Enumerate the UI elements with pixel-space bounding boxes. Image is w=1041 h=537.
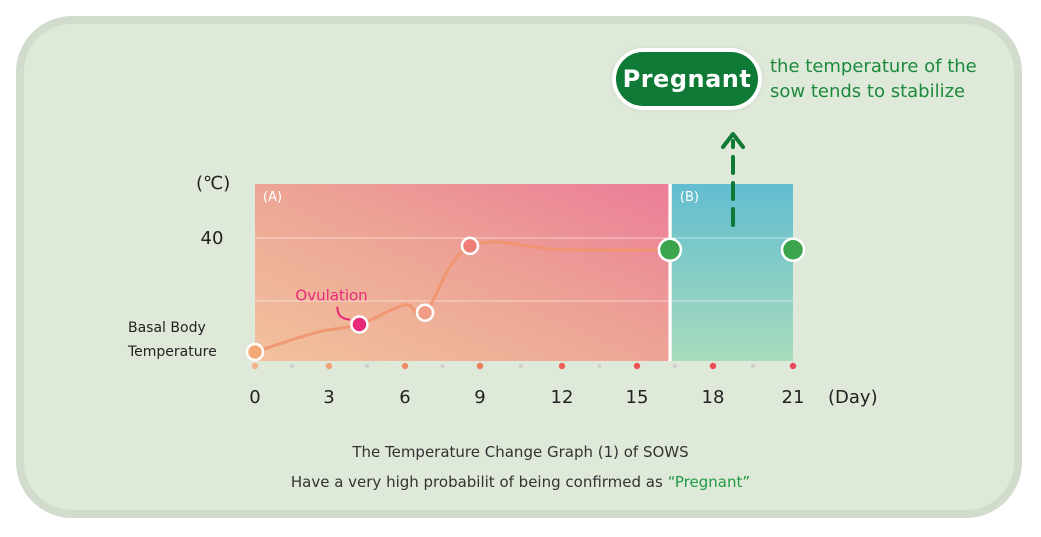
arrow-up-icon [721,132,745,149]
axis-dot [558,362,566,370]
axis-dot [789,362,797,370]
x-tick-label: 18 [702,387,725,408]
axis-dot [440,363,445,369]
data-point [245,342,265,362]
axis-dot [597,363,602,369]
axis-dot [518,363,524,369]
chart-subtitle-highlight: “Pregnant” [667,473,751,491]
chart-subtitle-text: Have a very high probabilit of being con… [290,473,668,491]
axis-dot [289,363,295,369]
chart-subtitle: Have a very high probabilit of being con… [0,473,1041,491]
pregnant-badge-label: Pregnant [616,52,758,106]
axis-dot [364,363,370,369]
y-start-label-line-2: Temperature [127,344,217,360]
x-tick-label: 3 [323,387,334,408]
x-tick-label: 12 [551,387,574,408]
region-a-label: (A) [263,190,282,205]
x-tick-label: 9 [474,387,485,408]
axis-dot [750,363,756,369]
axis-dot [709,362,717,370]
ovulation-label: Ovulation [295,286,367,304]
axis-dot [251,362,259,370]
data-point [350,315,369,334]
data-point [780,237,806,263]
axis-dot [476,362,484,370]
stabilize-note: the temperature of the sow tends to stab… [770,54,1020,104]
y-start-label-line-1: Basal Body [128,320,206,336]
chart-title: The Temperature Change Graph (1) of SOWS [352,443,689,461]
axis-dot [325,362,333,370]
axis-dot [401,362,409,370]
y-tick-label: 40 [201,228,224,249]
axis-dot [672,363,678,369]
x-tick-label: 6 [399,387,410,408]
x-axis-label: (Day) [828,387,878,408]
data-point [657,237,683,263]
stabilize-note-line-1: the temperature of the [770,56,977,77]
x-tick-label: 0 [249,387,260,408]
x-tick-label: 21 [782,387,805,408]
data-point [415,303,435,322]
axis-dot [633,362,641,370]
data-point [460,236,480,256]
ovulation-pointer [336,306,351,321]
x-tick-label: 15 [626,387,649,408]
pregnant-badge: Pregnant [612,48,762,110]
region-a [255,184,669,361]
stabilize-note-line-2: sow tends to stabilize [770,81,966,102]
region-b-label: (B) [680,190,699,205]
y-axis-label: (℃) [196,173,230,194]
